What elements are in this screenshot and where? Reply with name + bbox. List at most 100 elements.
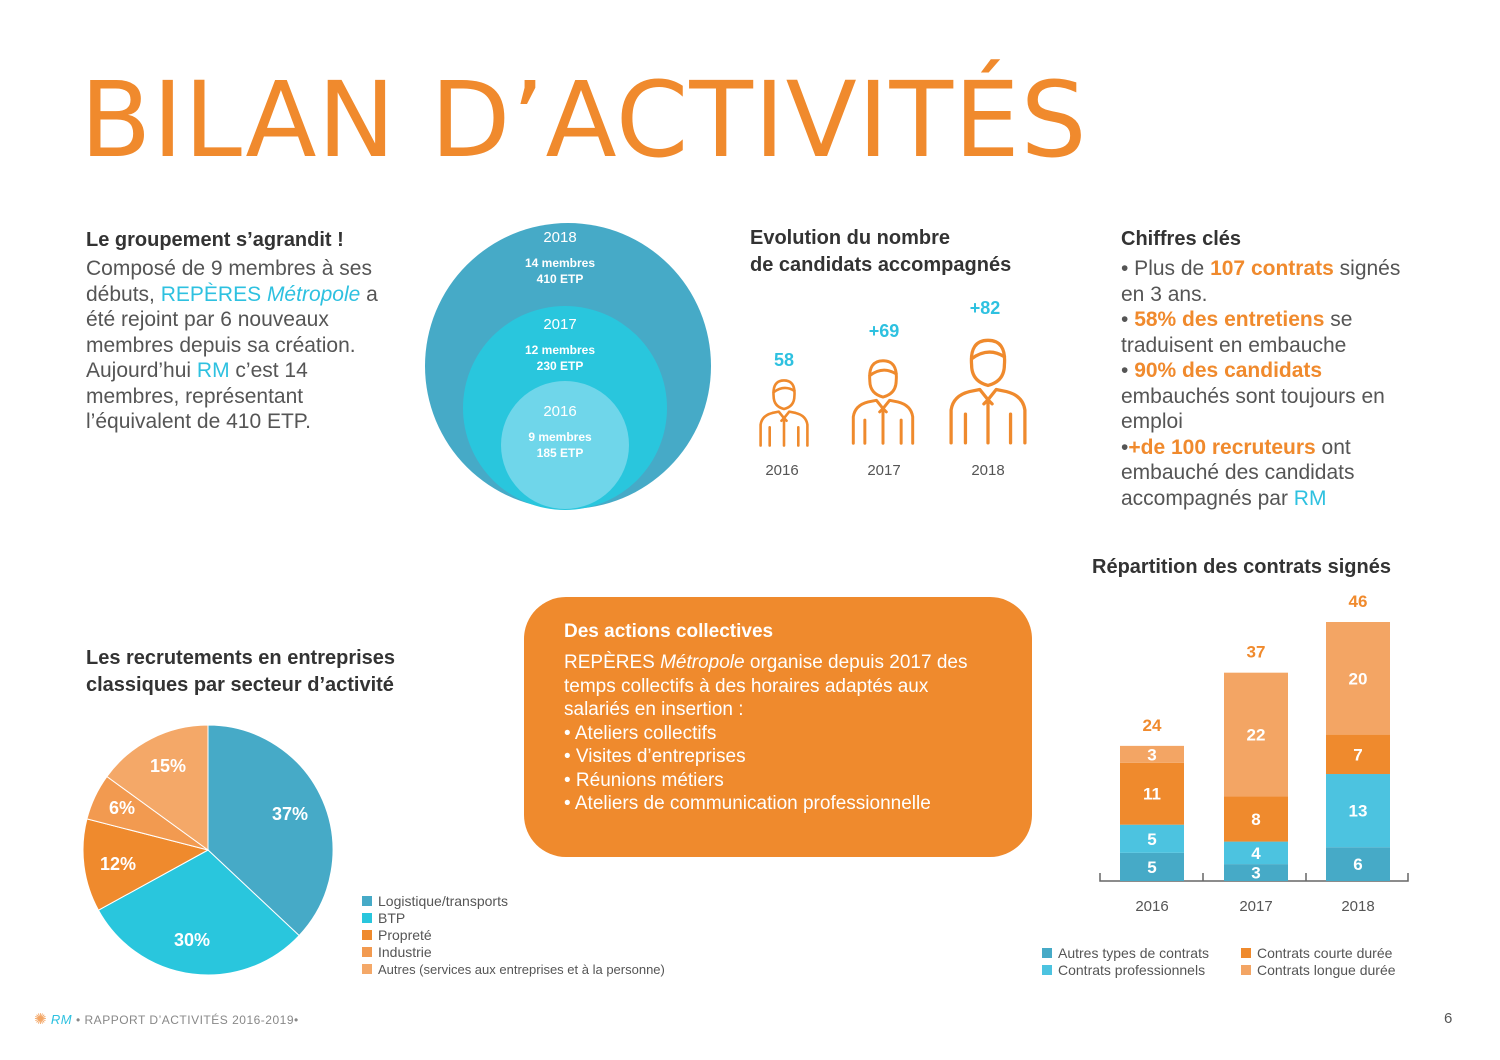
text-segment: emploi bbox=[1121, 410, 1183, 433]
text-line: • Réunions métiers bbox=[564, 769, 967, 793]
text-line: •+de 100 recruteurs ont bbox=[1121, 435, 1461, 461]
legend-label: Autres types de contrats bbox=[1058, 945, 1209, 961]
bar-value-label: 8 bbox=[1251, 810, 1260, 829]
circle-year: 2018 bbox=[543, 229, 577, 246]
pie-slice-label: 6% bbox=[109, 798, 135, 818]
legend-item: BTP bbox=[362, 910, 405, 926]
bar-segment bbox=[1224, 841, 1288, 865]
legend-swatch bbox=[362, 964, 372, 974]
text-segment: • Ateliers de communication professionne… bbox=[564, 793, 931, 814]
text-line: en 3 ans. bbox=[1121, 282, 1461, 308]
text-line: • 90% des candidats bbox=[1121, 358, 1461, 384]
pie-slice-label: 37% bbox=[272, 804, 308, 824]
membership-circles: 2018 14 membres 410 ETP 2017 12 membres … bbox=[424, 222, 712, 510]
text-line: embauchés sont toujours en bbox=[1121, 384, 1461, 410]
text-line: Aujourd’hui RM c’est 14 bbox=[86, 358, 406, 384]
page-title: BILAN D’ACTIVITÉS bbox=[80, 59, 1088, 181]
circle-label-2017: 2017 12 membres 230 ETP bbox=[500, 316, 620, 374]
legend-swatch bbox=[1241, 948, 1251, 958]
pie-slice bbox=[106, 724, 209, 851]
text-segment: • Visites d’entreprises bbox=[564, 746, 746, 767]
circle-members: 14 membres bbox=[524, 256, 596, 270]
legend-swatch bbox=[362, 930, 372, 940]
footer-text: • RAPPORT D’ACTIVITÉS 2016-2019• bbox=[75, 1013, 299, 1027]
evolution-year-2017: 2017 bbox=[867, 462, 901, 479]
bar-value-label: 13 bbox=[1349, 802, 1368, 821]
text-segment: traduisent en embauche bbox=[1121, 333, 1347, 357]
groupement-heading: Le groupement s’agrandit ! bbox=[86, 229, 344, 251]
person-icon bbox=[759, 379, 809, 447]
text-segment: accompagnés par bbox=[1121, 486, 1294, 510]
text-line: traduisent en embauche bbox=[1121, 333, 1461, 359]
text-segment: été rejoint par 6 nouveaux bbox=[86, 308, 329, 331]
text-line: salariés en insertion : bbox=[564, 698, 967, 722]
x-tick-label: 2016 bbox=[1135, 898, 1168, 915]
text-line: emploi bbox=[1121, 409, 1461, 435]
text-line: Composé de 9 membres à ses bbox=[86, 256, 406, 282]
text-line: • Ateliers collectifs bbox=[564, 722, 967, 746]
legend-item: Industrie bbox=[362, 944, 432, 960]
legend-label: Autres (services aux entreprises et à la… bbox=[378, 962, 665, 977]
text-segment: débuts, bbox=[86, 282, 161, 306]
x-tick-label: 2018 bbox=[1341, 898, 1374, 915]
evolution-heading-line1: Evolution du nombre bbox=[750, 227, 950, 249]
person-icon bbox=[949, 338, 1027, 445]
evolution-value-2017: +69 bbox=[868, 321, 900, 341]
pie-slice bbox=[97, 849, 300, 976]
circle-etp: 185 ETP bbox=[536, 446, 584, 460]
pie-slice-label: 30% bbox=[174, 930, 210, 950]
bar-segment bbox=[1326, 734, 1390, 775]
text-segment: Métropole bbox=[266, 282, 361, 306]
legend-swatch bbox=[362, 913, 372, 923]
actions-heading: Des actions collectives bbox=[564, 621, 774, 642]
evolution-heading-line2: de candidats accompagnés bbox=[750, 254, 1012, 276]
bar-value-label: 22 bbox=[1247, 726, 1266, 745]
text-segment: salariés en insertion : bbox=[564, 699, 744, 720]
text-segment: RM bbox=[196, 359, 230, 382]
bar-value-label: 7 bbox=[1353, 745, 1362, 764]
text-segment: • bbox=[1121, 359, 1135, 382]
text-segment: membres depuis sa création. bbox=[86, 333, 356, 357]
bar-value-label: 3 bbox=[1251, 864, 1260, 883]
text-segment: embauchés sont toujours en bbox=[1121, 384, 1385, 408]
bar-value-label: 4 bbox=[1251, 844, 1261, 863]
legend-label: Logistique/transports bbox=[378, 893, 508, 909]
text-line: l’équivalent de 410 ETP. bbox=[86, 409, 406, 435]
circle-label-2016: 2016 9 membres 185 ETP bbox=[500, 403, 620, 461]
bar-segment bbox=[1224, 672, 1288, 797]
text-segment: se bbox=[1324, 308, 1353, 331]
text-segment: c’est 14 bbox=[229, 359, 308, 382]
circle-members: 12 membres bbox=[524, 343, 596, 357]
text-segment: RM bbox=[1293, 486, 1327, 510]
text-line: embauché des candidats bbox=[1121, 460, 1461, 486]
evolution-value-2018: +82 bbox=[969, 298, 1001, 318]
bar-total-label: 46 bbox=[1349, 592, 1368, 611]
circle-year: 2017 bbox=[543, 316, 577, 333]
text-segment: REPÈRES bbox=[160, 282, 267, 306]
bar-value-label: 5 bbox=[1147, 858, 1156, 877]
circle-etp: 230 ETP bbox=[536, 359, 584, 373]
text-segment: l’équivalent de 410 ETP. bbox=[86, 410, 311, 433]
text-segment: 90% des candidats bbox=[1134, 359, 1323, 382]
text-segment: embauché des candidats bbox=[1121, 461, 1355, 484]
circle-label-2018: 2018 14 membres 410 ETP bbox=[500, 229, 620, 287]
legend-item: Contrats professionnels bbox=[1042, 962, 1205, 978]
bar-value-label: 6 bbox=[1353, 855, 1362, 874]
circle-year: 2016 bbox=[543, 403, 577, 420]
membership-circles-graphic bbox=[425, 223, 711, 510]
evolution-year-2018: 2018 bbox=[971, 462, 1005, 479]
legend-item: Logistique/transports bbox=[362, 893, 508, 909]
text-line: • 58% des entretiens se bbox=[1121, 307, 1461, 333]
evolution-value-2016: 58 bbox=[773, 350, 795, 370]
sun-logo-icon: ✺ bbox=[34, 1011, 48, 1028]
actions-text: REPÈRES Métropole organise depuis 2017 d… bbox=[564, 651, 967, 816]
footer: ✺ RM • RAPPORT D’ACTIVITÉS 2016-2019• bbox=[34, 1010, 299, 1028]
text-line: • Plus de 107 contrats signés bbox=[1121, 256, 1461, 282]
text-segment: 107 contrats bbox=[1210, 257, 1334, 280]
legend-item: Contrats courte durée bbox=[1241, 945, 1392, 961]
text-segment: Aujourd’hui bbox=[86, 359, 197, 382]
text-line: membres depuis sa création. bbox=[86, 333, 406, 359]
text-segment: ont bbox=[1315, 435, 1351, 459]
pie-slice-label: 15% bbox=[150, 756, 186, 776]
